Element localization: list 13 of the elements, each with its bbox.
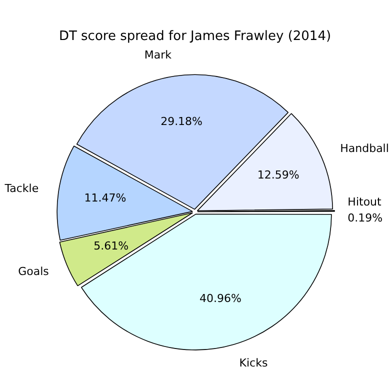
slice-label: Kicks xyxy=(239,356,268,370)
data-label: 0.19% xyxy=(348,212,383,225)
data-label: 12.59% xyxy=(257,168,300,182)
data-label: 40.96% xyxy=(199,292,242,305)
data-label: 5.61% xyxy=(94,239,129,252)
slice-label: Tackle xyxy=(4,182,39,195)
data-label: 11.47% xyxy=(84,192,126,205)
slice-label: Mark xyxy=(144,48,172,62)
slice-label: Hitout xyxy=(348,196,382,209)
slice-label: Goals xyxy=(18,265,50,278)
data-label: 29.18% xyxy=(160,114,203,128)
chart-title: DT score spread for James Frawley (2014) xyxy=(58,29,332,44)
slice-label: Handball xyxy=(340,142,389,156)
